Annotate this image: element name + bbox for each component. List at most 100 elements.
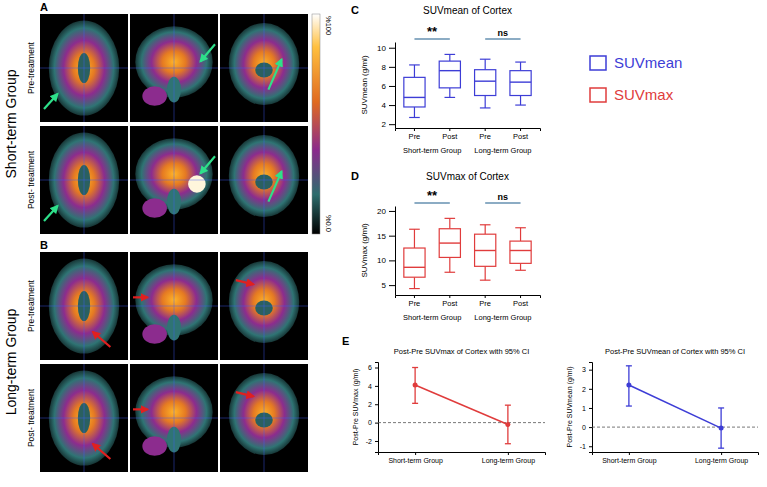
y-tick-mark	[589, 408, 592, 409]
y-tick-label: 15	[377, 232, 386, 241]
whisker	[414, 277, 415, 288]
y-tick: 0	[582, 424, 592, 431]
image-background	[220, 14, 308, 122]
image-background	[220, 364, 308, 472]
reference-line	[378, 422, 545, 423]
whisker	[449, 257, 450, 272]
chart-title: Post-Pre SUVmean of Cortex with 95% CI	[605, 347, 745, 356]
error-cap	[718, 448, 724, 449]
pet-image	[40, 14, 128, 122]
hot-spot	[188, 175, 206, 192]
y-tick-label: 5	[382, 281, 387, 290]
point	[505, 422, 510, 427]
arrow	[200, 44, 215, 61]
x-tick: Pre	[479, 128, 491, 141]
y-tick-label: 2	[582, 386, 586, 393]
x-tick-label: Post	[513, 132, 529, 141]
crosshair	[84, 364, 85, 472]
y-tick: 10	[377, 256, 395, 265]
image-background	[220, 252, 308, 360]
y-tick-mark	[375, 386, 378, 387]
x-tick-label: Short-term Group	[602, 457, 657, 465]
error-cap	[505, 443, 511, 444]
y-tick: 5	[382, 281, 395, 290]
group-label: Long-term Group	[474, 313, 531, 322]
arrow	[133, 296, 148, 298]
pet-image	[220, 126, 308, 234]
y-tick-mark	[589, 446, 592, 447]
whisker	[520, 263, 521, 270]
group-label: Short-term Group	[3, 69, 19, 178]
y-tick: 6	[382, 82, 395, 91]
pet-image	[220, 364, 308, 472]
whisker-cap	[515, 104, 526, 105]
panel-letter: E	[342, 335, 349, 347]
y-tick-label: 6	[368, 364, 372, 371]
crosshair	[174, 364, 175, 472]
chart-title: SUVmean of Cortex	[423, 5, 512, 16]
box	[404, 65, 425, 118]
error-cap	[412, 367, 418, 368]
y-tick: 8	[382, 63, 395, 72]
line	[629, 385, 721, 428]
panel-letter: D	[351, 170, 359, 182]
box	[475, 59, 496, 108]
y-tick-label: 8	[382, 63, 387, 72]
median	[475, 80, 496, 81]
group-label: Long-term Group	[3, 308, 19, 415]
y-tick-label: 2	[368, 401, 372, 408]
pet-image	[220, 14, 308, 122]
y-tick-label: 2	[382, 120, 387, 129]
box-chart: CSUVmean of Cortex246810SUVmean (g/ml)Pr…	[351, 4, 541, 155]
image-panel: BLong-term GroupPre-treatmentPost- treat…	[3, 239, 308, 472]
x-tick: Post	[513, 295, 529, 308]
y-tick-mark	[375, 368, 378, 369]
row-label: Pre-treatment	[26, 279, 36, 332]
image-background	[130, 252, 218, 360]
y-tick: 20	[377, 207, 395, 216]
arrow	[93, 444, 111, 459]
line	[415, 385, 508, 424]
arrow	[268, 59, 281, 89]
y-tick: 2	[582, 386, 592, 393]
y-tick: 6	[368, 364, 378, 371]
x-axis-line	[379, 453, 546, 456]
x-axis: Short-term GroupLong-term Group	[379, 452, 546, 465]
y-tick-mark	[375, 423, 378, 424]
whisker	[485, 266, 486, 280]
error-cap	[412, 403, 418, 404]
whisker-cap	[409, 288, 420, 289]
whisker-cap	[445, 97, 456, 98]
y-axis-line	[589, 363, 593, 453]
y-tick: 1	[582, 405, 592, 412]
box-body	[404, 77, 425, 107]
x-tick-label: Post	[513, 299, 529, 308]
y-tick: -1	[580, 443, 592, 450]
group-label: Short-term Group	[403, 146, 461, 155]
cerebellum	[142, 86, 167, 105]
box-body	[475, 70, 496, 96]
box	[475, 225, 496, 280]
box-body	[404, 248, 425, 277]
y-tick-label: 4	[382, 101, 387, 110]
y-tick: 3	[582, 366, 592, 373]
colorbar: %100%0.0	[312, 14, 333, 234]
box	[510, 228, 531, 271]
colorbar-label: %0.0	[324, 215, 333, 232]
box	[510, 62, 531, 105]
whisker-cap	[445, 54, 456, 55]
whisker-cap	[409, 229, 420, 230]
y-tick-mark	[389, 124, 395, 125]
y-tick-mark	[589, 427, 592, 428]
y-axis-title: SUVmean (g/ml)	[360, 55, 369, 114]
error-cap	[718, 407, 724, 408]
significance-label: ns	[498, 28, 509, 38]
image-background	[40, 14, 128, 122]
x-tick-mark	[721, 452, 722, 455]
significance-label: **	[427, 24, 438, 39]
whisker	[485, 96, 486, 108]
x-tick-label: Pre	[479, 132, 491, 141]
whisker-cap	[445, 218, 456, 219]
x-tick-mark	[414, 295, 415, 298]
y-tick-mark	[589, 370, 592, 371]
